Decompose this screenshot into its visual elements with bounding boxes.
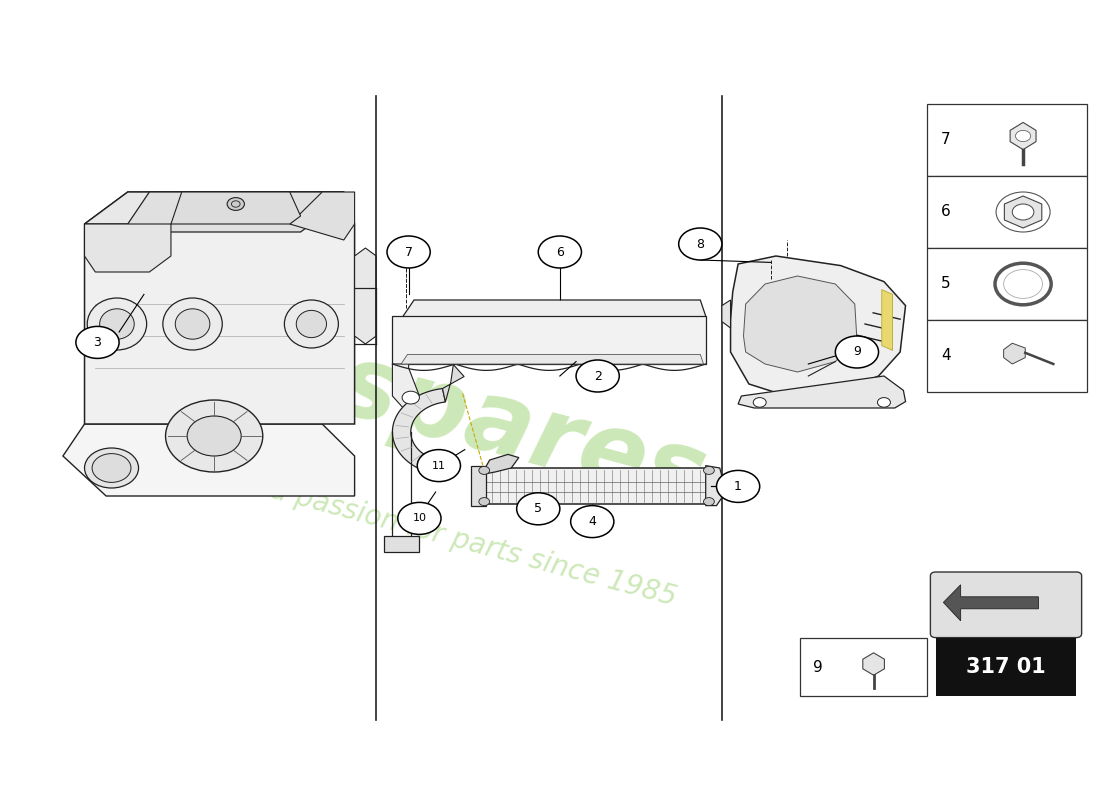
Text: 5: 5: [942, 277, 950, 291]
Polygon shape: [85, 224, 170, 272]
Circle shape: [76, 326, 119, 358]
Text: 1: 1: [734, 480, 742, 493]
Polygon shape: [1010, 122, 1036, 150]
Polygon shape: [404, 300, 706, 320]
Text: 3: 3: [94, 336, 101, 349]
Text: 5: 5: [535, 502, 542, 515]
Ellipse shape: [100, 309, 134, 339]
Bar: [927, 176, 1087, 248]
Polygon shape: [402, 354, 704, 364]
Text: 10: 10: [412, 514, 427, 523]
Circle shape: [754, 398, 767, 407]
Ellipse shape: [87, 298, 146, 350]
Circle shape: [716, 470, 760, 502]
Bar: [927, 104, 1087, 176]
Polygon shape: [85, 192, 344, 224]
Bar: [936, 638, 1076, 696]
Text: 2: 2: [594, 370, 602, 382]
Text: 11: 11: [432, 461, 446, 470]
Circle shape: [878, 398, 890, 407]
Circle shape: [227, 198, 244, 210]
Polygon shape: [722, 300, 730, 328]
Circle shape: [517, 493, 560, 525]
Circle shape: [92, 454, 131, 482]
Polygon shape: [393, 316, 706, 364]
Text: 7: 7: [942, 133, 950, 147]
Circle shape: [85, 448, 139, 488]
Circle shape: [478, 498, 490, 506]
Polygon shape: [1003, 343, 1025, 364]
Circle shape: [166, 400, 263, 472]
Polygon shape: [1004, 196, 1042, 228]
Circle shape: [417, 450, 461, 482]
Bar: [800, 638, 927, 696]
Circle shape: [187, 416, 241, 456]
Bar: [927, 248, 1087, 320]
Circle shape: [704, 498, 714, 506]
Circle shape: [478, 466, 490, 474]
Circle shape: [704, 466, 714, 474]
Polygon shape: [128, 192, 322, 232]
Circle shape: [1015, 130, 1031, 142]
Polygon shape: [442, 365, 464, 402]
Circle shape: [398, 502, 441, 534]
Polygon shape: [85, 192, 354, 424]
Circle shape: [835, 336, 879, 368]
Polygon shape: [63, 424, 354, 496]
FancyBboxPatch shape: [931, 572, 1081, 638]
Circle shape: [571, 506, 614, 538]
Text: a passion for parts since 1985: a passion for parts since 1985: [267, 476, 680, 612]
Circle shape: [576, 360, 619, 392]
Text: 4: 4: [588, 515, 596, 528]
Text: 317 01: 317 01: [966, 658, 1046, 677]
Polygon shape: [482, 454, 519, 474]
Polygon shape: [393, 364, 419, 408]
Polygon shape: [744, 276, 857, 372]
Polygon shape: [862, 653, 884, 675]
Polygon shape: [730, 256, 905, 396]
Polygon shape: [384, 536, 419, 552]
Circle shape: [387, 236, 430, 268]
Polygon shape: [473, 468, 716, 504]
Ellipse shape: [175, 309, 210, 339]
Ellipse shape: [163, 298, 222, 350]
Text: 6: 6: [942, 205, 950, 219]
Ellipse shape: [285, 300, 339, 348]
Polygon shape: [170, 192, 300, 224]
Text: 9: 9: [852, 346, 861, 358]
Polygon shape: [706, 466, 722, 506]
Circle shape: [538, 236, 582, 268]
Circle shape: [1012, 204, 1034, 220]
Polygon shape: [354, 248, 376, 344]
Polygon shape: [944, 585, 1038, 621]
Text: eurospares: eurospares: [79, 271, 716, 529]
Polygon shape: [882, 290, 892, 350]
Polygon shape: [738, 376, 905, 408]
Text: 7: 7: [405, 246, 412, 258]
Text: 4: 4: [942, 349, 950, 363]
Polygon shape: [471, 466, 486, 506]
Bar: [927, 320, 1087, 392]
Text: 8: 8: [696, 238, 704, 250]
Circle shape: [679, 228, 722, 260]
Text: 6: 6: [556, 246, 564, 258]
Text: 9: 9: [813, 660, 823, 674]
Ellipse shape: [296, 310, 327, 338]
Polygon shape: [289, 192, 354, 240]
Circle shape: [403, 391, 419, 404]
Polygon shape: [393, 389, 446, 475]
